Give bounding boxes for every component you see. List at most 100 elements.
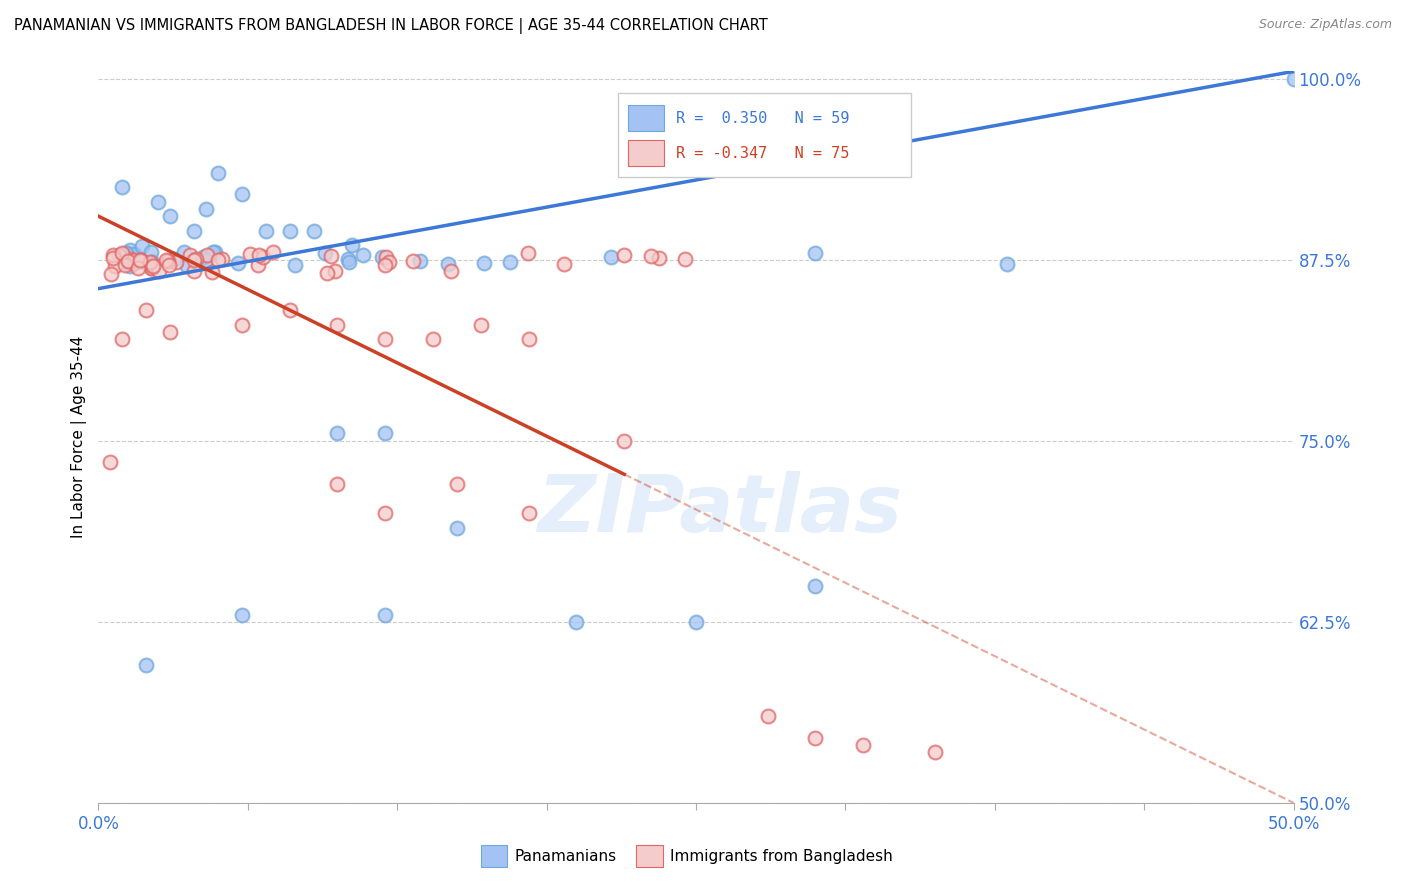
- Point: [121, 247, 143, 261]
- Point: [195, 248, 218, 262]
- Point: [141, 260, 163, 275]
- Point: [157, 258, 180, 272]
- Point: [517, 506, 540, 520]
- Point: [111, 332, 134, 346]
- Point: [128, 252, 150, 267]
- Point: [613, 248, 636, 262]
- Point: [135, 658, 157, 673]
- Point: [142, 258, 165, 272]
- Point: [316, 266, 339, 280]
- Y-axis label: In Labor Force | Age 35-44: In Labor Force | Age 35-44: [72, 336, 87, 538]
- Point: [340, 238, 363, 252]
- Point: [184, 252, 207, 266]
- Point: [231, 318, 253, 332]
- Point: [118, 243, 141, 257]
- Point: [183, 224, 205, 238]
- Point: [191, 251, 214, 265]
- Point: [201, 245, 224, 260]
- Point: [446, 477, 468, 491]
- Point: [141, 260, 163, 275]
- Point: [517, 332, 540, 346]
- Point: [804, 245, 827, 260]
- Point: [600, 250, 623, 264]
- Point: [104, 259, 127, 273]
- Point: [163, 252, 186, 266]
- Point: [422, 332, 444, 346]
- Point: [517, 246, 540, 260]
- Point: [110, 246, 132, 260]
- Point: [141, 255, 163, 269]
- Point: [207, 252, 229, 267]
- Point: [155, 252, 177, 267]
- Point: [122, 256, 145, 270]
- Point: [148, 264, 170, 278]
- Point: [135, 303, 157, 318]
- Point: [122, 246, 145, 260]
- Point: [131, 252, 153, 267]
- Point: [470, 318, 492, 332]
- Point: [115, 246, 138, 260]
- Point: [262, 245, 284, 260]
- Text: ZIPatlas: ZIPatlas: [537, 471, 903, 549]
- Point: [685, 615, 707, 629]
- Point: [374, 426, 396, 441]
- Point: [157, 254, 180, 268]
- Point: [401, 253, 423, 268]
- Point: [852, 738, 875, 752]
- Point: [159, 209, 181, 223]
- Point: [176, 259, 198, 273]
- Point: [246, 258, 269, 272]
- FancyBboxPatch shape: [619, 94, 911, 178]
- Point: [321, 249, 343, 263]
- Point: [165, 254, 187, 268]
- Point: [101, 252, 124, 266]
- Point: [408, 254, 430, 268]
- Point: [194, 253, 217, 268]
- Point: [101, 248, 124, 262]
- Point: [148, 194, 170, 209]
- Point: [204, 245, 226, 260]
- Point: [640, 248, 662, 262]
- Point: [924, 745, 946, 759]
- Point: [326, 477, 349, 491]
- Point: [122, 253, 145, 268]
- Point: [323, 263, 346, 277]
- Point: [183, 264, 205, 278]
- Point: [499, 254, 522, 268]
- Text: R = -0.347   N = 75: R = -0.347 N = 75: [676, 145, 849, 161]
- Point: [302, 224, 325, 238]
- Point: [118, 254, 141, 268]
- Point: [613, 434, 636, 448]
- Point: [247, 248, 270, 262]
- Point: [337, 255, 360, 269]
- Point: [231, 187, 253, 202]
- Point: [995, 257, 1018, 271]
- Point: [120, 252, 142, 266]
- Point: [370, 251, 392, 265]
- Point: [254, 224, 277, 238]
- FancyBboxPatch shape: [637, 846, 662, 867]
- Point: [673, 252, 696, 266]
- Point: [200, 265, 222, 279]
- Point: [117, 254, 139, 268]
- Point: [326, 318, 349, 332]
- Point: [207, 166, 229, 180]
- Point: [326, 426, 349, 441]
- Point: [131, 253, 153, 268]
- Point: [1282, 71, 1305, 86]
- Point: [131, 239, 153, 253]
- Point: [353, 247, 375, 261]
- FancyBboxPatch shape: [481, 846, 508, 867]
- Point: [565, 615, 588, 629]
- Point: [648, 252, 671, 266]
- Text: Immigrants from Bangladesh: Immigrants from Bangladesh: [669, 848, 893, 863]
- Point: [100, 267, 122, 281]
- Point: [125, 250, 148, 264]
- Point: [337, 252, 360, 266]
- Point: [553, 257, 575, 271]
- Point: [239, 247, 262, 261]
- Point: [173, 244, 195, 259]
- Point: [139, 254, 162, 268]
- Point: [374, 506, 396, 520]
- Point: [756, 709, 779, 723]
